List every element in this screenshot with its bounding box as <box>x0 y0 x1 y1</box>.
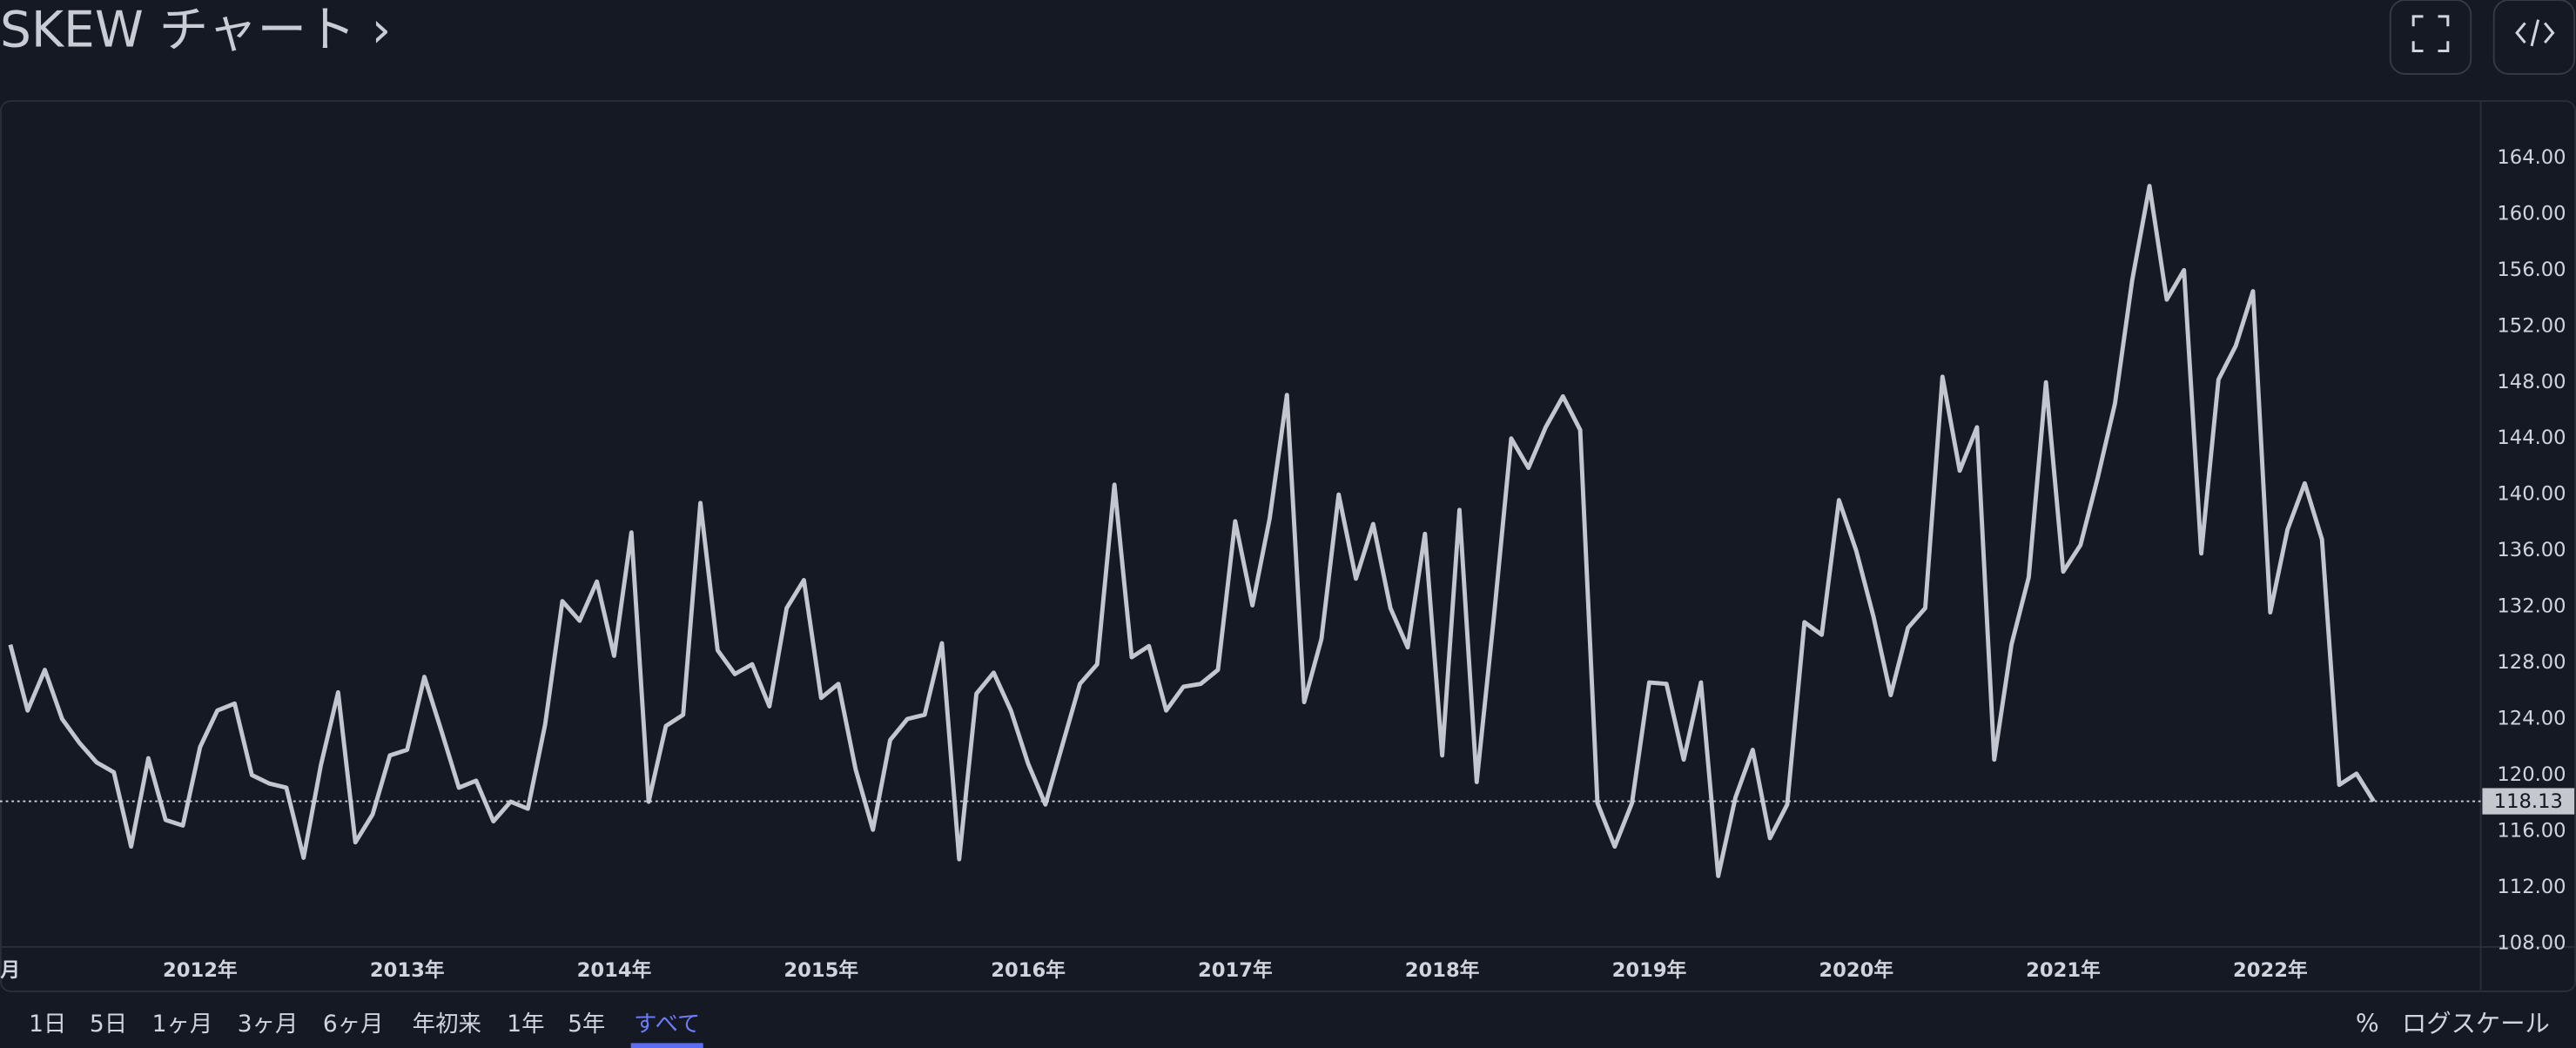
last-price-label: 118.13 <box>2494 790 2563 813</box>
x-tick-label: 2021年 <box>2026 958 2101 982</box>
range-button[interactable]: すべて <box>634 1011 700 1038</box>
y-tick-label: 128.00 <box>2497 651 2566 674</box>
range-button[interactable]: 6ヶ月 <box>323 1011 384 1038</box>
range-button[interactable]: 1年 <box>507 1011 544 1038</box>
percent-toggle[interactable]: % <box>2356 1010 2379 1038</box>
y-tick-label: 148.00 <box>2497 371 2566 393</box>
y-tick-label: 144.00 <box>2497 427 2566 449</box>
x-tick-label: 2017年 <box>1198 958 1273 982</box>
last-price-badge <box>2482 788 2575 815</box>
fullscreen-button[interactable] <box>2389 0 2472 75</box>
fullscreen-icon <box>2411 15 2450 53</box>
y-tick-label: 120.00 <box>2497 763 2566 786</box>
y-tick-label: 140.00 <box>2497 483 2566 506</box>
active-range-underline <box>630 1043 703 1048</box>
x-tick-label: 2022年 <box>2233 958 2308 982</box>
y-tick-label: 112.00 <box>2497 876 2566 898</box>
x-tick-label: 2012年 <box>163 958 238 982</box>
range-button[interactable]: 3ヶ月 <box>238 1011 299 1038</box>
y-tick-label: 124.00 <box>2497 707 2566 729</box>
y-tick-label: 152.00 <box>2497 314 2566 337</box>
price-line <box>8 184 2376 878</box>
button-frame <box>2389 0 2472 75</box>
chart-panel <box>0 100 2576 992</box>
y-tick-label: 156.00 <box>2497 259 2566 281</box>
range-button[interactable]: 1日 <box>29 1011 66 1038</box>
y-tick-label: 108.00 <box>2497 931 2566 954</box>
x-tick-label: 2019年 <box>1612 958 1687 982</box>
range-button[interactable]: 5日 <box>90 1011 127 1038</box>
x-tick-label: 月 <box>0 959 20 982</box>
range-button[interactable]: 年初来 <box>413 1011 481 1038</box>
y-tick-label: 116.00 <box>2497 819 2566 842</box>
x-tick-label: 2020年 <box>1819 958 1893 982</box>
x-tick-label: 2013年 <box>370 958 445 982</box>
range-button[interactable]: 5年 <box>568 1011 605 1038</box>
log-scale-toggle[interactable]: ログスケール <box>2402 1010 2550 1038</box>
y-tick-label: 136.00 <box>2497 539 2566 561</box>
x-tick-label: 2014年 <box>577 958 652 982</box>
code-icon <box>2515 19 2555 47</box>
y-tick-label: 132.00 <box>2497 595 2566 618</box>
embed-button[interactable] <box>2492 0 2576 75</box>
x-tick-label: 2015年 <box>784 958 858 982</box>
y-tick-label: 164.00 <box>2497 146 2566 169</box>
x-tick-label: 2018年 <box>1405 958 1480 982</box>
range-button[interactable]: 1ヶ月 <box>152 1011 213 1038</box>
plot-area <box>0 184 2481 878</box>
x-tick-label: 2016年 <box>991 958 1066 982</box>
page-title[interactable]: SKEW チャート › <box>0 1 391 58</box>
y-tick-label: 160.00 <box>2497 202 2566 225</box>
